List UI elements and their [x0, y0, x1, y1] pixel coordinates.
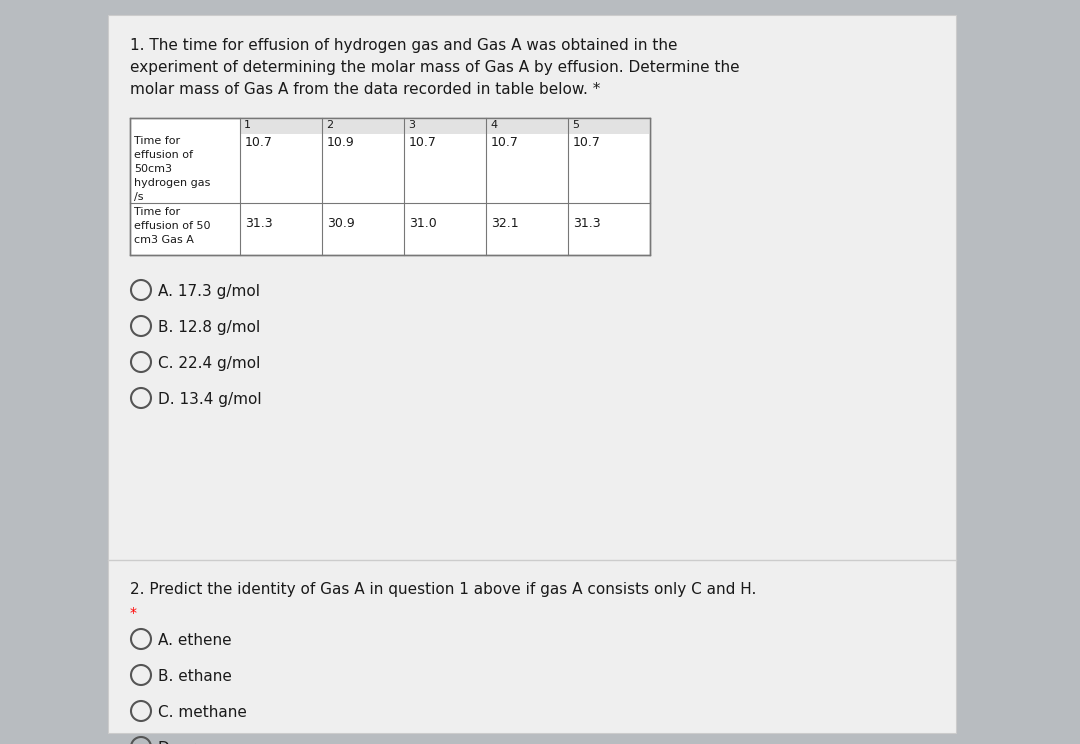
Text: Time for
effusion of 50
cm3 Gas A: Time for effusion of 50 cm3 Gas A — [134, 207, 211, 245]
Text: 10.7: 10.7 — [409, 136, 437, 149]
Text: 10.7: 10.7 — [491, 136, 518, 149]
Text: 1: 1 — [244, 120, 251, 130]
FancyBboxPatch shape — [240, 118, 650, 134]
Text: 10.7: 10.7 — [573, 136, 600, 149]
Text: 1. The time for effusion of hydrogen gas and Gas A was obtained in the: 1. The time for effusion of hydrogen gas… — [130, 38, 677, 53]
Text: A. 17.3 g/mol: A. 17.3 g/mol — [158, 284, 260, 299]
Text: experiment of determining the molar mass of Gas A by effusion. Determine the: experiment of determining the molar mass… — [130, 60, 740, 75]
Text: 32.1: 32.1 — [491, 217, 518, 230]
Text: B. ethane: B. ethane — [158, 669, 232, 684]
Text: A. ethene: A. ethene — [158, 633, 231, 648]
Text: 2. Predict the identity of Gas A in question 1 above if gas A consists only C an: 2. Predict the identity of Gas A in ques… — [130, 582, 756, 597]
Text: C. methane: C. methane — [158, 705, 247, 720]
Text: B. 12.8 g/mol: B. 12.8 g/mol — [158, 320, 260, 335]
Text: 31.3: 31.3 — [245, 217, 272, 230]
Text: 5: 5 — [572, 120, 579, 130]
Text: 2: 2 — [326, 120, 333, 130]
Text: D. propene: D. propene — [158, 741, 243, 744]
Text: *: * — [130, 606, 137, 620]
Text: 4: 4 — [490, 120, 497, 130]
Text: molar mass of Gas A from the data recorded in table below. *: molar mass of Gas A from the data record… — [130, 82, 600, 97]
Text: 31.3: 31.3 — [573, 217, 600, 230]
Text: 10.9: 10.9 — [327, 136, 354, 149]
Text: 10.7: 10.7 — [245, 136, 273, 149]
Text: 30.9: 30.9 — [327, 217, 354, 230]
FancyBboxPatch shape — [108, 15, 956, 733]
Text: 31.0: 31.0 — [409, 217, 436, 230]
FancyBboxPatch shape — [130, 118, 650, 255]
Text: C. 22.4 g/mol: C. 22.4 g/mol — [158, 356, 260, 371]
Text: D. 13.4 g/mol: D. 13.4 g/mol — [158, 392, 261, 407]
Text: 3: 3 — [408, 120, 415, 130]
Text: Time for
effusion of
50cm3
hydrogen gas
/s: Time for effusion of 50cm3 hydrogen gas … — [134, 136, 211, 202]
